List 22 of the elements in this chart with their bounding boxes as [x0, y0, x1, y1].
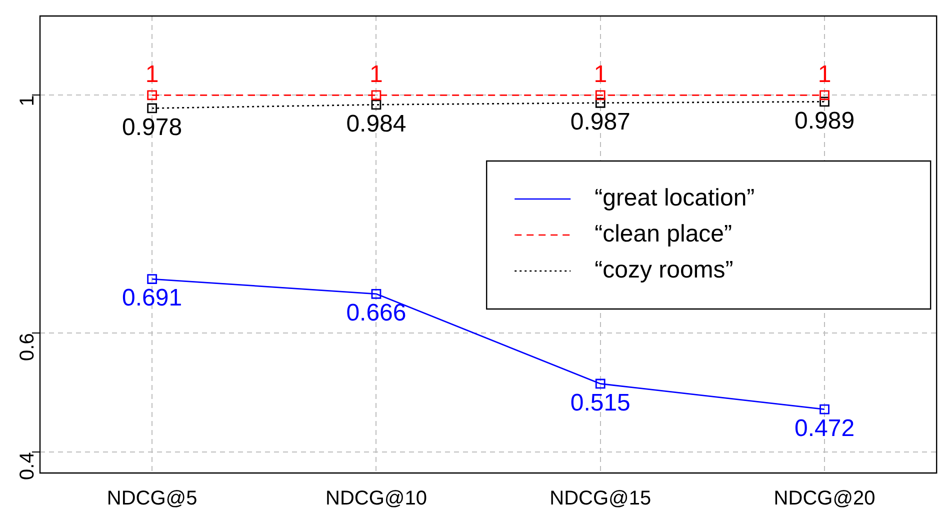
data-label: 1	[370, 60, 383, 88]
data-label: 1	[594, 60, 608, 88]
x-tick-label: NDCG@10	[326, 488, 427, 510]
data-label: 0.472	[794, 414, 855, 442]
data-label: 1	[818, 60, 832, 88]
data-label: 1	[145, 60, 159, 88]
x-tick-label: NDCG@15	[550, 488, 652, 510]
data-label: 0.989	[794, 107, 855, 134]
x-tick-label: NDCG@20	[774, 488, 876, 510]
data-label: 0.978	[122, 114, 182, 141]
data-label: 0.515	[570, 389, 630, 416]
y-tick-label: 0.6	[16, 333, 39, 361]
x-tick-label: NDCG@5	[106, 488, 198, 510]
data-label: 0.666	[346, 300, 406, 327]
y-tick-label: 1	[16, 95, 39, 106]
legend-label: “clean place”	[594, 220, 732, 248]
data-label: 0.984	[346, 110, 406, 138]
legend-label: “great location”	[594, 184, 755, 212]
data-label: 0.987	[570, 108, 630, 136]
legend-label: “cozy rooms”	[594, 256, 734, 284]
data-label: 0.691	[122, 284, 182, 312]
y-tick-label: 0.4	[16, 452, 39, 480]
